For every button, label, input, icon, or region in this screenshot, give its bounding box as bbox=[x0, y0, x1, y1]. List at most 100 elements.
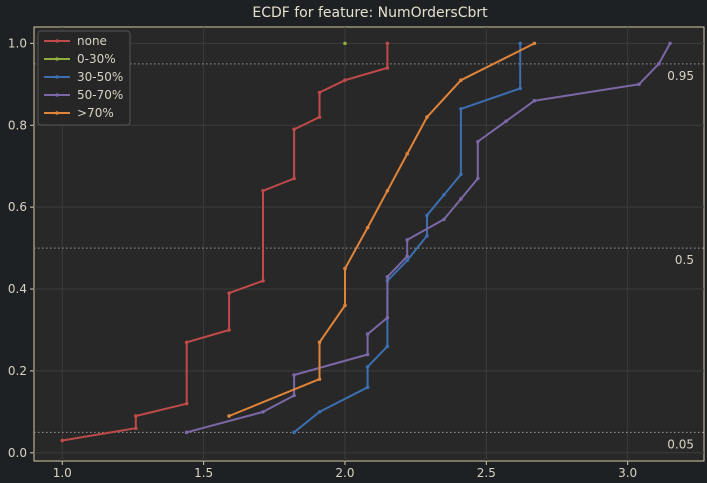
legend-marker bbox=[55, 57, 59, 61]
data-point bbox=[184, 430, 189, 435]
y-tick-label: 1.0 bbox=[8, 36, 27, 50]
reference-line-label: 0.95 bbox=[667, 69, 694, 83]
data-point bbox=[292, 393, 296, 398]
data-point bbox=[459, 197, 463, 201]
data-point bbox=[459, 78, 463, 83]
data-point bbox=[532, 98, 537, 103]
data-point bbox=[292, 373, 296, 377]
data-point bbox=[317, 410, 322, 414]
data-point bbox=[405, 254, 409, 259]
data-point bbox=[656, 62, 661, 66]
legend: none 0-30% 30-50% 50-70% >70% bbox=[37, 30, 131, 126]
data-point bbox=[133, 426, 138, 431]
x-axis-ticks: 1.0 1.5 2.0 2.5 3.0 bbox=[53, 461, 637, 480]
chart-title: ECDF for feature: NumOrdersCbrt bbox=[252, 5, 488, 21]
data-point bbox=[425, 213, 429, 218]
series-line bbox=[293, 43, 522, 434]
reference-line-label: 0.5 bbox=[675, 253, 694, 267]
data-point bbox=[385, 188, 390, 193]
data-point bbox=[343, 266, 347, 271]
data-point bbox=[261, 188, 265, 193]
data-point bbox=[317, 340, 322, 345]
data-point bbox=[365, 352, 370, 357]
data-point bbox=[227, 291, 231, 295]
data-point bbox=[518, 86, 523, 91]
data-point bbox=[405, 238, 409, 242]
y-tick-label: 0.8 bbox=[8, 118, 27, 132]
y-tick-label: 0.4 bbox=[8, 282, 27, 296]
data-point bbox=[668, 41, 672, 46]
x-tick-label: 1.5 bbox=[194, 466, 213, 480]
series-0 bbox=[60, 41, 390, 443]
data-point bbox=[385, 66, 390, 70]
data-point bbox=[317, 115, 322, 119]
data-point bbox=[184, 340, 189, 345]
data-point bbox=[385, 315, 390, 320]
y-tick-label: 0.6 bbox=[8, 200, 27, 214]
data-point bbox=[261, 410, 265, 414]
data-point bbox=[532, 41, 537, 46]
data-point bbox=[365, 332, 370, 336]
data-point bbox=[184, 401, 189, 406]
data-point bbox=[317, 377, 322, 381]
plot-area bbox=[33, 26, 705, 462]
legend-label: >70% bbox=[77, 106, 114, 120]
y-axis-ticks: 0.0 0.2 0.4 0.6 0.8 1.0 bbox=[8, 36, 34, 460]
data-point bbox=[442, 217, 446, 222]
series-group bbox=[60, 41, 672, 443]
data-point bbox=[292, 176, 296, 181]
data-point bbox=[442, 193, 446, 197]
data-point bbox=[365, 365, 370, 369]
data-point bbox=[365, 225, 370, 230]
data-point bbox=[425, 234, 429, 238]
data-point bbox=[365, 385, 370, 390]
y-tick-label: 0.0 bbox=[8, 446, 27, 460]
legend-label: 30-50% bbox=[77, 70, 123, 84]
data-point bbox=[385, 41, 390, 46]
data-point bbox=[385, 344, 390, 349]
data-point bbox=[518, 41, 523, 46]
data-point bbox=[60, 438, 65, 443]
data-point bbox=[459, 172, 463, 177]
legend-label: 50-70% bbox=[77, 88, 123, 102]
data-point bbox=[405, 258, 409, 263]
series-2 bbox=[292, 41, 523, 435]
legend-marker bbox=[55, 75, 59, 79]
data-point bbox=[133, 414, 138, 418]
y-tick-label: 0.2 bbox=[8, 364, 27, 378]
x-tick-label: 1.0 bbox=[53, 466, 72, 480]
data-point bbox=[292, 430, 296, 435]
reference-lines: 0.95 0.5 0.05 bbox=[34, 63, 704, 451]
legend-label: none bbox=[77, 34, 107, 48]
data-point bbox=[405, 152, 409, 156]
data-point bbox=[227, 414, 231, 418]
x-tick-label: 3.0 bbox=[618, 466, 637, 480]
series-4 bbox=[227, 41, 537, 418]
series-3 bbox=[184, 41, 672, 435]
data-point bbox=[261, 279, 265, 283]
series-line bbox=[62, 43, 389, 442]
grid-lines bbox=[34, 27, 704, 461]
reference-line-label: 0.05 bbox=[667, 437, 694, 451]
legend-marker bbox=[55, 39, 59, 43]
data-point bbox=[459, 107, 463, 111]
data-point bbox=[227, 328, 231, 332]
legend-marker bbox=[55, 93, 59, 97]
data-point bbox=[385, 274, 390, 279]
data-point bbox=[317, 90, 322, 95]
data-point bbox=[343, 303, 347, 308]
data-point bbox=[343, 41, 347, 46]
data-point bbox=[504, 119, 508, 123]
data-point bbox=[425, 115, 429, 119]
data-point bbox=[476, 176, 480, 181]
data-point bbox=[292, 127, 296, 132]
legend-label: 0-30% bbox=[77, 52, 116, 66]
data-point bbox=[343, 78, 347, 83]
data-point bbox=[637, 82, 641, 87]
legend-box bbox=[37, 30, 131, 126]
x-tick-label: 2.0 bbox=[335, 466, 354, 480]
legend-marker bbox=[55, 111, 59, 115]
x-tick-label: 2.5 bbox=[477, 466, 496, 480]
series-1 bbox=[343, 41, 347, 46]
